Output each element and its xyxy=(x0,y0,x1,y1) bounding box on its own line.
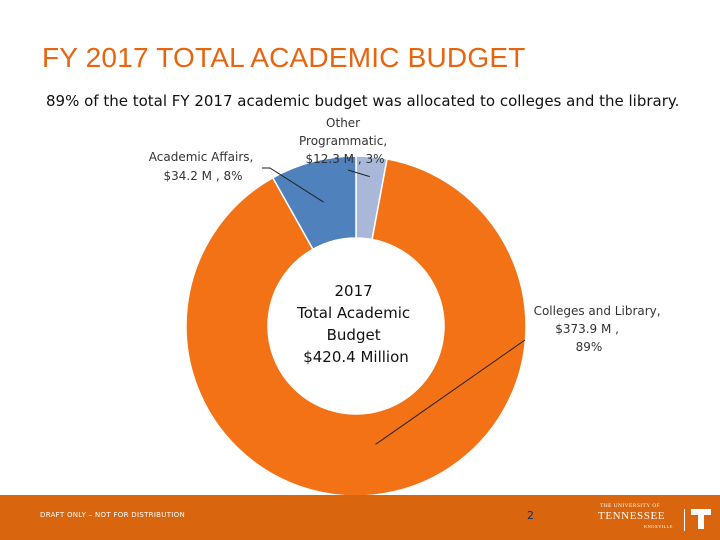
logo-divider xyxy=(684,509,685,531)
data-label-colleges-library: Colleges and Library, $373.9 M , 89% xyxy=(534,304,665,354)
slide-title: FY 2017 TOTAL ACADEMIC BUDGET xyxy=(42,42,526,73)
center-label-line-1: 2017 xyxy=(335,282,373,300)
logo-line-2: TENNESSEE xyxy=(598,510,666,522)
logo-line-3: KNOXVILLE xyxy=(644,524,673,529)
donut-chart: 2017 Total Academic Budget $420.4 Millio… xyxy=(149,116,665,495)
leader-line-academic-affairs xyxy=(262,167,324,203)
logo-line-1: THE UNIVERSITY OF xyxy=(600,503,661,509)
data-label-academic-affairs: Academic Affairs, $34.2 M , 8% xyxy=(149,150,257,183)
leader-lines xyxy=(262,167,526,445)
page-number: 2 xyxy=(527,509,534,522)
university-logo: THE UNIVERSITY OF TENNESSEE KNOXVILLE xyxy=(598,503,716,535)
slice-academic-affairs xyxy=(271,155,357,251)
center-label: 2017 Total Academic Budget $420.4 Millio… xyxy=(296,282,415,366)
footer-bar: DRAFT ONLY – NOT FOR DISTRIBUTION 2 THE … xyxy=(0,495,720,540)
power-t-icon xyxy=(691,509,711,529)
slide-subtitle: 89% of the total FY 2017 academic budget… xyxy=(46,92,680,110)
data-label-other-programmatic: Other Programmatic, $12.3 M , 3% xyxy=(299,116,391,166)
slice-colleges-and-library xyxy=(185,157,527,495)
leader-line-other-programmatic xyxy=(347,169,370,178)
center-label-line-2: Total Academic xyxy=(296,304,410,322)
center-label-line-4: $420.4 Million xyxy=(303,348,409,366)
leader-line-colleges-and-library xyxy=(375,339,526,445)
donut-slices xyxy=(185,155,527,495)
draft-notice: DRAFT ONLY – NOT FOR DISTRIBUTION xyxy=(40,511,185,519)
center-label-line-3: Budget xyxy=(327,326,381,344)
